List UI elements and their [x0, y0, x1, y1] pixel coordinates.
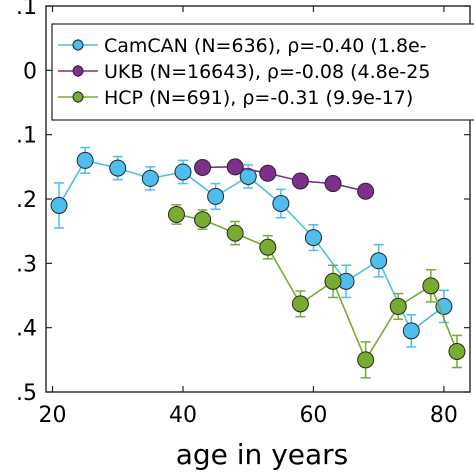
data-point: [389, 297, 407, 315]
legend-label: UKB (N=16643), ρ=-0.08 (4.8e-25: [104, 61, 430, 83]
legend-entry-2: HCP (N=691), ρ=-0.31 (9.9e-17): [58, 87, 413, 109]
x-tick-label: 80: [430, 403, 458, 428]
data-point: [259, 164, 277, 182]
data-point: [194, 211, 212, 229]
data-point: [370, 252, 388, 270]
data-point: [226, 158, 244, 176]
series-layer: [50, 146, 466, 379]
legend-marker: [72, 39, 84, 51]
legend-marker: [72, 65, 84, 77]
series-line: [176, 213, 458, 362]
legend-marker: [72, 91, 84, 103]
legend: CamCAN (N=636), ρ=-0.40 (1.8e- UKB (N=166…: [51, 23, 474, 121]
y-tick-label: .2: [16, 188, 37, 213]
y-tick-label: 0: [23, 59, 37, 84]
data-point: [291, 172, 309, 190]
ticks-layer: 20 40 60 80 .1 0 .1 .2 .3 .4 .5: [16, 0, 470, 428]
series-1: [194, 158, 375, 200]
series-2: [167, 204, 466, 379]
legend-label: CamCAN (N=636), ρ=-0.40 (1.8e-: [104, 35, 427, 57]
data-point: [357, 351, 375, 369]
legend-box: [51, 23, 474, 121]
data-point: [194, 158, 212, 176]
data-point: [50, 196, 68, 214]
data-point: [357, 182, 375, 200]
data-point: [291, 295, 309, 313]
data-point: [259, 238, 277, 256]
data-point: [76, 151, 94, 169]
data-point: [324, 272, 342, 290]
legend-entry-0: CamCAN (N=636), ρ=-0.40 (1.8e-: [58, 35, 427, 57]
series-line: [58, 159, 445, 333]
data-point: [174, 163, 192, 181]
y-tick-label: .3: [16, 252, 37, 277]
data-point: [422, 277, 440, 295]
data-point: [448, 342, 466, 360]
x-axis-label: age in years: [176, 438, 349, 471]
x-tick-label: 60: [299, 403, 327, 428]
y-tick-label: .5: [16, 381, 37, 406]
series-line: [202, 166, 366, 193]
data-point: [324, 175, 342, 193]
series-0: [50, 146, 453, 348]
data-point: [109, 159, 127, 177]
data-point: [402, 322, 420, 340]
data-point: [141, 169, 159, 187]
data-point: [207, 187, 225, 205]
data-point: [167, 205, 185, 223]
legend-entry-1: UKB (N=16643), ρ=-0.08 (4.8e-25: [58, 61, 430, 83]
data-point: [272, 195, 290, 213]
y-tick-label: .1: [16, 124, 37, 149]
data-point: [304, 229, 322, 247]
x-tick-label: 20: [39, 403, 67, 428]
data-point: [226, 224, 244, 242]
x-tick-label: 40: [169, 403, 197, 428]
legend-label: HCP (N=691), ρ=-0.31 (9.9e-17): [104, 87, 413, 109]
data-point: [239, 167, 257, 185]
y-tick-label: .1: [16, 0, 37, 20]
y-tick-label: .4: [16, 317, 37, 342]
